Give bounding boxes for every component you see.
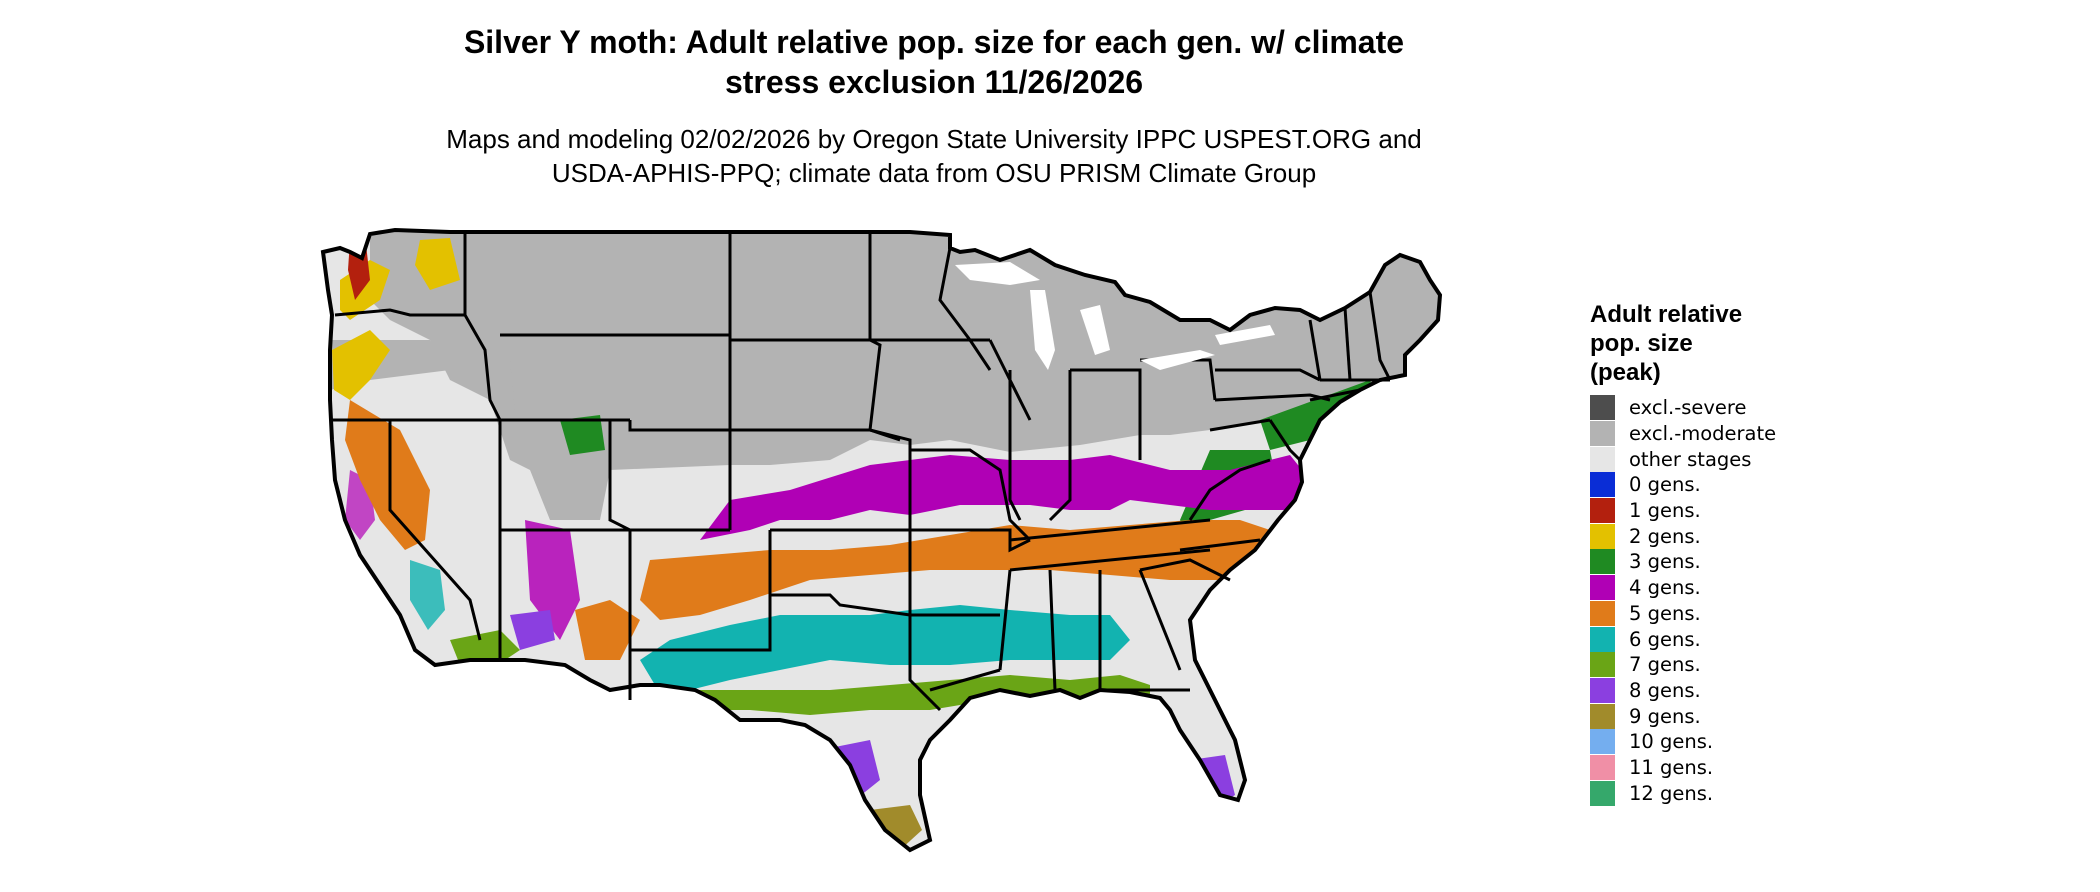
legend-swatch — [1590, 575, 1615, 601]
great-lakes — [955, 262, 1275, 370]
legend-swatch — [1590, 395, 1615, 421]
legend-swatch — [1590, 523, 1615, 549]
legend-label: 10 gens. — [1629, 730, 1714, 754]
legend-swatch — [1590, 498, 1615, 524]
us-generations-map — [320, 227, 1443, 853]
legend-label: 11 gens. — [1629, 755, 1714, 779]
legend-item: 1 gens. — [1590, 498, 2010, 524]
legend-label: 4 gens. — [1629, 576, 1701, 600]
map-title: Silver Y moth: Adult relative pop. size … — [0, 22, 1868, 102]
legend-item: 7 gens. — [1590, 652, 2010, 678]
legend-title: Adult relative pop. size (peak) — [1590, 300, 2010, 387]
map-subtitle-line-2: USDA-APHIS-PPQ; climate data from OSU PR… — [551, 158, 1317, 188]
legend-label: 3 gens. — [1629, 550, 1701, 574]
legend-label: 2 gens. — [1629, 524, 1701, 548]
legend-items: excl.-severe excl.-moderate other stages 0 … — [1590, 395, 2010, 806]
legend-item: excl.-moderate — [1590, 421, 2010, 447]
map-legend: Adult relative pop. size (peak) excl.-se… — [1590, 300, 2010, 806]
legend-swatch — [1590, 729, 1615, 755]
legend-label: 7 gens. — [1629, 653, 1701, 677]
legend-item: excl.-severe — [1590, 395, 2010, 421]
legend-swatch — [1590, 626, 1615, 652]
legend-label: 0 gens. — [1629, 473, 1701, 497]
legend-label: 12 gens. — [1629, 781, 1714, 805]
map-title-line-1: Silver Y moth: Adult relative pop. size … — [463, 24, 1405, 60]
legend-swatch — [1590, 703, 1615, 729]
legend-swatch — [1590, 549, 1615, 575]
legend-item: 3 gens. — [1590, 549, 2010, 575]
legend-item: 10 gens. — [1590, 729, 2010, 755]
map-subtitle-line-1: Maps and modeling 02/02/2026 by Oregon S… — [446, 124, 1422, 154]
legend-label: 5 gens. — [1629, 601, 1701, 625]
legend-label: 1 gens. — [1629, 499, 1701, 523]
legend-swatch — [1590, 780, 1615, 806]
legend-swatch — [1590, 600, 1615, 626]
legend-label: 6 gens. — [1629, 627, 1701, 651]
legend-label: 9 gens. — [1629, 704, 1701, 728]
legend-item: 9 gens. — [1590, 703, 2010, 729]
legend-item: 2 gens. — [1590, 523, 2010, 549]
map-title-line-2: stress exclusion 11/26/2026 — [724, 64, 1144, 100]
legend-swatch — [1590, 754, 1615, 780]
legend-item: 6 gens. — [1590, 626, 2010, 652]
legend-item: 5 gens. — [1590, 600, 2010, 627]
legend-item: 8 gens. — [1590, 677, 2010, 704]
legend-swatch — [1590, 446, 1615, 472]
state-borders — [320, 227, 1443, 853]
legend-label: 8 gens. — [1629, 678, 1701, 702]
legend-title-line-3: (peak) — [1590, 359, 1661, 386]
legend-title-line-2: pop. size — [1590, 330, 1693, 357]
legend-label: other stages — [1629, 447, 1752, 471]
legend-swatch — [1590, 652, 1615, 678]
legend-swatch — [1590, 421, 1615, 447]
map-fill-layer — [323, 230, 1440, 850]
legend-swatch — [1590, 677, 1615, 703]
legend-item: 0 gens. — [1590, 472, 2010, 498]
legend-label: excl.-moderate — [1629, 422, 1777, 446]
legend-item: other stages — [1590, 446, 2010, 472]
legend-title-line-1: Adult relative — [1590, 301, 1743, 328]
legend-label: excl.-severe — [1629, 396, 1747, 420]
legend-item: 12 gens. — [1590, 780, 2010, 806]
legend-item: 11 gens. — [1590, 754, 2010, 781]
legend-swatch — [1590, 472, 1615, 498]
legend-item: 4 gens. — [1590, 575, 2010, 601]
map-subtitle: Maps and modeling 02/02/2026 by Oregon S… — [0, 122, 1868, 190]
